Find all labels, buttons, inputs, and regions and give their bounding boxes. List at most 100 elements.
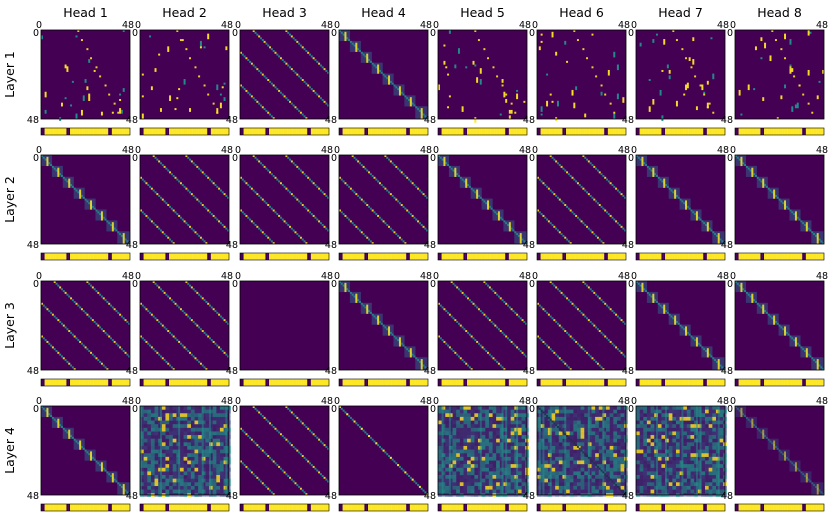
strip-frame xyxy=(536,127,627,136)
strip-cell xyxy=(391,253,394,260)
heatmap-frame xyxy=(734,154,825,245)
strip-cell xyxy=(64,379,67,386)
strip-cell xyxy=(549,379,552,386)
strip-cell xyxy=(573,253,576,260)
strip-cell xyxy=(309,253,311,260)
strip-cell xyxy=(562,504,565,511)
strip-cell xyxy=(120,504,123,511)
strip-cell xyxy=(697,128,700,135)
strip-cell xyxy=(269,128,272,135)
strip-cell xyxy=(406,504,409,511)
strip-cell xyxy=(252,128,255,135)
strip-cell xyxy=(111,128,114,135)
strip-cell xyxy=(321,253,324,260)
strip-cell xyxy=(719,128,722,135)
strip-cell xyxy=(348,504,351,511)
strip-cell xyxy=(351,379,354,386)
strip-frame xyxy=(338,252,429,261)
strip-cell xyxy=(279,253,282,260)
strip-cell xyxy=(762,128,765,135)
strip-cell xyxy=(298,253,301,260)
strip-cell xyxy=(717,379,720,386)
strip-cell xyxy=(712,253,715,260)
heatmap-background xyxy=(140,155,229,244)
strip-cell xyxy=(447,379,450,386)
strip-cell xyxy=(82,504,85,511)
strip-cell xyxy=(555,128,558,135)
strip-cell xyxy=(97,128,100,135)
strip-cell xyxy=(398,253,401,260)
strip-cell xyxy=(120,128,123,135)
strip-cell xyxy=(424,504,427,511)
strip-cell xyxy=(44,379,47,386)
strip-cell xyxy=(156,504,159,511)
strip-cell xyxy=(265,128,268,135)
strip-cell xyxy=(474,379,477,386)
strip-cell xyxy=(167,128,170,135)
y-tick-start: 0 xyxy=(232,28,238,39)
strip-cell xyxy=(50,128,53,135)
strip-cell xyxy=(214,379,217,386)
strip-cell xyxy=(409,128,412,135)
strip-frame xyxy=(139,378,230,387)
heatmap-layer-4-head-6 xyxy=(536,405,628,497)
strip-cell xyxy=(706,379,709,386)
strip-cell xyxy=(203,128,206,135)
strip-cell xyxy=(602,253,605,260)
y-tick-end: 48 xyxy=(424,115,436,126)
strip-cell xyxy=(75,253,78,260)
strip-cell xyxy=(609,253,612,260)
strip-cell xyxy=(672,128,675,135)
strip-cell xyxy=(292,379,295,386)
x-tick-end: 48 xyxy=(321,396,333,407)
strip-cell xyxy=(218,379,221,386)
strip-cell xyxy=(769,253,772,260)
strip-cell xyxy=(738,128,741,135)
strip-cell xyxy=(685,379,688,386)
strip-cell xyxy=(776,504,779,511)
strip-cell xyxy=(719,379,722,386)
strip-cell xyxy=(163,128,166,135)
strip-cell xyxy=(377,128,380,135)
indicator-strip xyxy=(635,378,726,387)
strip-cell xyxy=(368,128,371,135)
heatmap-frame xyxy=(437,29,528,120)
indicator-strip xyxy=(635,252,726,261)
strip-cell xyxy=(767,504,770,511)
strip-cell xyxy=(485,253,488,260)
strip-cell xyxy=(321,379,324,386)
strip-cell xyxy=(172,253,175,260)
strip-cell xyxy=(686,128,689,135)
strip-cell xyxy=(762,504,765,511)
strip-cell xyxy=(648,128,651,135)
strip-cell xyxy=(369,128,372,135)
strip-cell xyxy=(463,379,466,386)
indicator-strip xyxy=(338,378,429,387)
strip-cell xyxy=(79,128,82,135)
strip-cell xyxy=(805,379,808,386)
strip-cell xyxy=(580,128,583,135)
strip-cell xyxy=(503,128,506,135)
strip-cell xyxy=(212,128,215,135)
x-tick-start: 0 xyxy=(532,271,538,282)
strip-cell xyxy=(784,253,787,260)
strip-cell xyxy=(654,253,657,260)
row-label-layer-2: Layer 2 xyxy=(2,176,17,223)
strip-cell xyxy=(210,253,213,260)
strip-cell xyxy=(818,128,821,135)
strip-cell xyxy=(250,253,253,260)
strip-cell xyxy=(95,504,98,511)
strip-cell xyxy=(789,504,792,511)
strip-cell xyxy=(108,128,111,135)
heatmap-layer-4-head-2 xyxy=(139,405,231,497)
strip-cell xyxy=(488,379,491,386)
indicator-strip xyxy=(536,378,627,387)
strip-cell xyxy=(299,504,302,511)
strip-cell xyxy=(99,253,102,260)
strip-cell xyxy=(476,504,479,511)
strip-cell xyxy=(104,504,107,511)
strip-cell xyxy=(708,128,711,135)
y-tick-end: 48 xyxy=(226,491,238,502)
strip-cell xyxy=(569,253,572,260)
strip-cell xyxy=(88,504,91,511)
